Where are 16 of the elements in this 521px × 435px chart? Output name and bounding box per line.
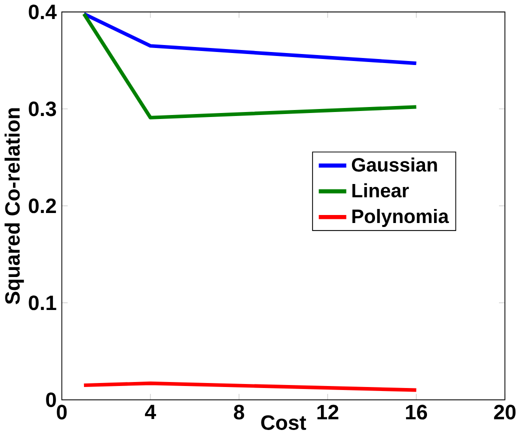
legend-label: Linear [352, 183, 409, 198]
x-axis-title: Cost [261, 416, 306, 430]
legend-label: Polynomia [352, 209, 449, 228]
x-tick-label: 16 [406, 405, 428, 420]
y-axis-title: Squared Co-relation [4, 108, 24, 304]
y-tick-label: 0.2 [28, 198, 56, 214]
y-tick-label: 0.1 [28, 296, 56, 310]
y-tick-label: 0.3 [28, 102, 56, 116]
x-tick-label: 8 [234, 405, 244, 420]
legend-label: Gaussian [352, 158, 437, 172]
y-tick-label: 0 [46, 392, 56, 408]
x-tick-label: 12 [317, 405, 338, 420]
x-tick-label: 4 [144, 405, 156, 420]
x-tick-label: 0 [56, 405, 67, 420]
x-tick-label: 20 [494, 405, 516, 420]
y-tick-label: 0.4 [28, 4, 57, 20]
